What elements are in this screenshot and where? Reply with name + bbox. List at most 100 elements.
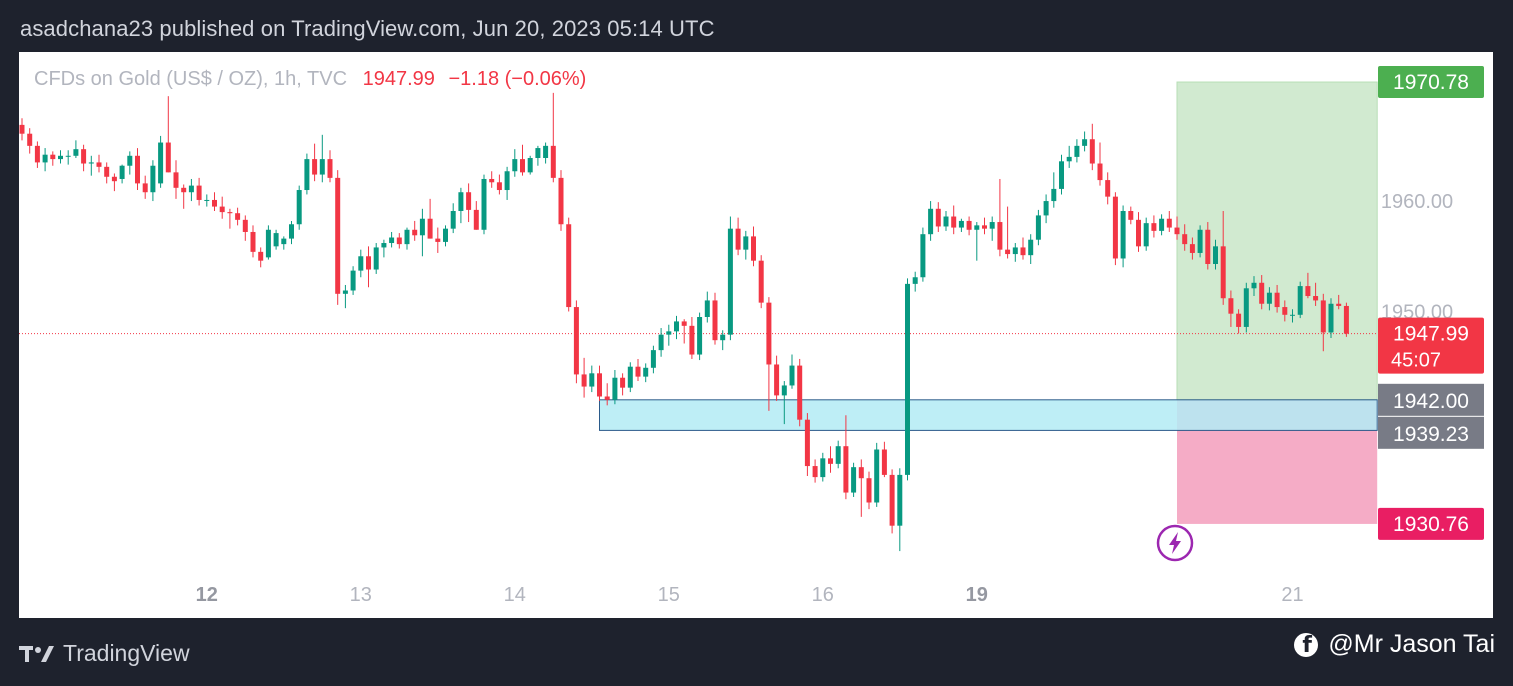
candle bbox=[135, 155, 140, 184]
candle bbox=[273, 233, 279, 247]
candle bbox=[966, 220, 972, 230]
candle bbox=[389, 237, 395, 244]
candle bbox=[812, 466, 818, 478]
candle bbox=[573, 307, 579, 375]
candle bbox=[958, 220, 964, 228]
candle bbox=[1059, 161, 1064, 189]
candle bbox=[928, 208, 934, 235]
author-credit: f @Mr Jason Tai bbox=[1294, 630, 1495, 659]
candle bbox=[165, 142, 171, 173]
candle bbox=[412, 229, 418, 236]
candle bbox=[489, 178, 495, 183]
candle bbox=[381, 243, 387, 248]
x-tick-label: 21 bbox=[1281, 584, 1303, 606]
candle bbox=[142, 183, 148, 193]
candle bbox=[42, 154, 48, 163]
candle bbox=[1105, 180, 1111, 197]
chart-panel[interactable]: USD1950.001960.001970.781930.761942.0019… bbox=[19, 52, 1493, 618]
candle bbox=[1035, 215, 1041, 240]
take-profit-zone bbox=[1176, 81, 1378, 401]
candle bbox=[50, 154, 56, 160]
lightning-bolt-glyph bbox=[1169, 532, 1181, 554]
zone-bottom-tag: 1939.23 bbox=[1393, 423, 1469, 446]
last-price-value: 1947.99 bbox=[362, 68, 435, 90]
candle bbox=[1266, 292, 1272, 304]
candle bbox=[1220, 246, 1226, 299]
candle bbox=[558, 177, 564, 225]
publish-info: asadchana23 published on TradingView.com… bbox=[20, 16, 715, 41]
candle bbox=[1082, 139, 1088, 146]
entry-tag: 1942.00 bbox=[1393, 390, 1469, 413]
credit-text: @Mr Jason Tai bbox=[1328, 630, 1495, 658]
candle bbox=[889, 474, 895, 526]
candle bbox=[897, 474, 903, 526]
candle bbox=[466, 192, 472, 210]
candle bbox=[804, 419, 810, 467]
candle bbox=[727, 228, 733, 335]
candle bbox=[327, 159, 333, 178]
candle bbox=[27, 133, 33, 146]
candle bbox=[597, 373, 602, 397]
candle bbox=[342, 290, 348, 294]
x-tick-label: 13 bbox=[350, 584, 372, 606]
brand-name: TradingView bbox=[63, 640, 190, 666]
price-chart[interactable]: USD1950.001960.001970.781930.761942.0019… bbox=[19, 52, 1493, 618]
candle bbox=[1043, 201, 1049, 216]
stop-loss-tag-bg bbox=[1378, 507, 1484, 540]
symbol-title[interactable]: CFDs on Gold (US$ / OZ), 1h, TVC bbox=[34, 68, 348, 90]
candle bbox=[666, 331, 672, 335]
candle bbox=[789, 365, 795, 386]
candle bbox=[435, 238, 441, 242]
candle bbox=[697, 317, 703, 355]
candle bbox=[73, 149, 79, 156]
candle bbox=[1143, 223, 1149, 247]
candle bbox=[1005, 249, 1011, 255]
candle bbox=[566, 224, 572, 308]
candle bbox=[1066, 156, 1072, 162]
candle bbox=[88, 162, 94, 164]
tradingview-brand[interactable]: TradingView bbox=[19, 640, 190, 667]
candle bbox=[81, 149, 87, 164]
price-change: −1.18 (−0.06%) bbox=[448, 68, 587, 90]
take-profit-tag-bg bbox=[1378, 66, 1484, 99]
candle bbox=[835, 446, 841, 464]
stop-loss-tag: 1930.76 bbox=[1393, 513, 1469, 536]
candle bbox=[396, 237, 402, 245]
candle bbox=[458, 192, 464, 211]
support-zone bbox=[599, 399, 1378, 431]
candle bbox=[127, 155, 133, 166]
candle bbox=[96, 162, 102, 167]
candle bbox=[589, 373, 595, 387]
candle bbox=[712, 300, 718, 341]
candle bbox=[627, 366, 633, 388]
candle bbox=[1112, 196, 1118, 259]
candle bbox=[1320, 300, 1326, 333]
candle bbox=[766, 302, 772, 365]
candle bbox=[188, 185, 194, 193]
candle bbox=[1336, 303, 1342, 306]
zone-bottom-tag-bg bbox=[1378, 416, 1484, 449]
candle bbox=[1128, 211, 1134, 220]
last-price-tag-bg bbox=[1378, 317, 1484, 374]
candle bbox=[581, 374, 587, 387]
candle bbox=[828, 458, 833, 464]
candle bbox=[1136, 219, 1141, 247]
candle bbox=[689, 325, 695, 355]
candle bbox=[1213, 246, 1218, 264]
candle bbox=[851, 467, 857, 493]
candle bbox=[173, 172, 179, 188]
candle bbox=[1282, 307, 1288, 315]
candle bbox=[866, 478, 872, 503]
candle bbox=[219, 206, 225, 213]
candle bbox=[350, 270, 356, 291]
candle bbox=[1297, 286, 1303, 315]
candle bbox=[1174, 227, 1180, 235]
candle bbox=[527, 158, 533, 173]
candle bbox=[181, 187, 187, 193]
candle bbox=[1028, 239, 1034, 256]
candle bbox=[1251, 282, 1257, 289]
candle bbox=[881, 449, 887, 475]
candle bbox=[781, 385, 787, 396]
x-tick-label: 19 bbox=[966, 584, 988, 606]
candle bbox=[504, 171, 510, 191]
